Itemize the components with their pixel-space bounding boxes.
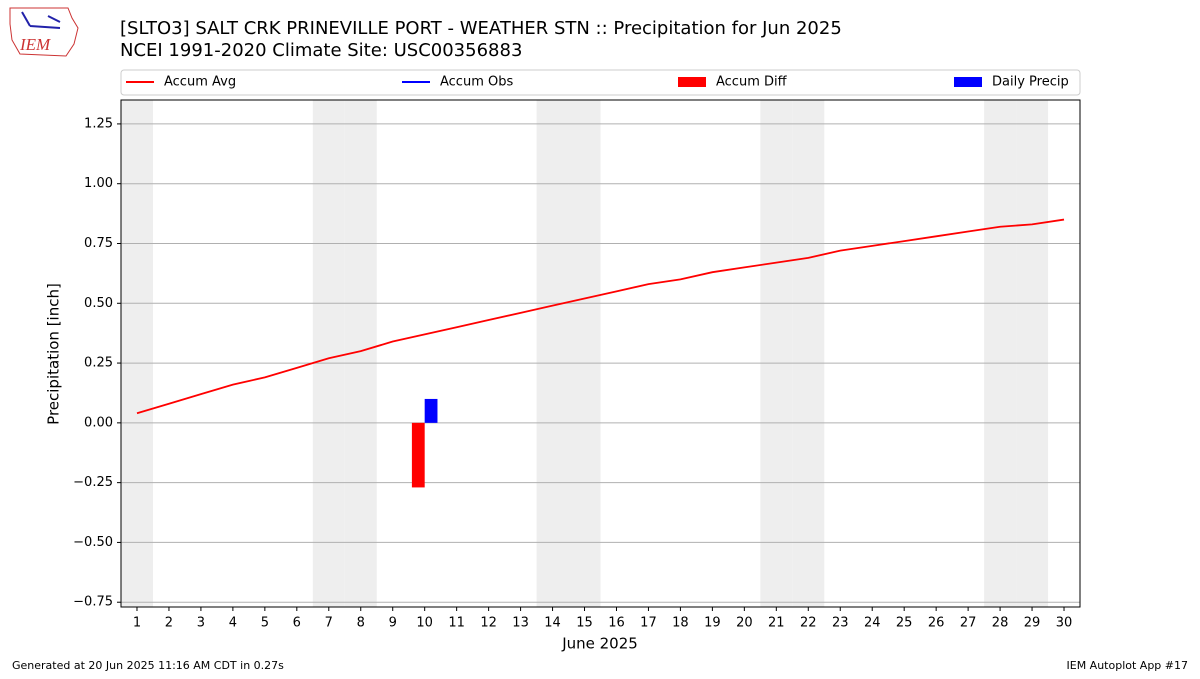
x-tick-label: 21 (768, 616, 785, 631)
weekend-shade (1016, 100, 1049, 607)
logo-glyph (21, 11, 61, 29)
chart-subtitle: NCEI 1991-2020 Climate Site: USC00356883 (120, 40, 522, 61)
bar (424, 398, 438, 423)
y-tick-label: 0.00 (84, 415, 113, 430)
weekend-shade (792, 100, 825, 607)
x-tick-label: 14 (544, 616, 561, 631)
plot-frame (120, 99, 1081, 608)
legend-swatch (678, 77, 706, 87)
x-tick-label: 5 (261, 616, 269, 631)
x-tick-label: 25 (896, 616, 913, 631)
x-tick-label: 15 (576, 616, 593, 631)
weekend-shade (312, 100, 345, 607)
y-axis-label: Precipitation [inch] (45, 283, 63, 425)
x-tick-label: 1 (133, 616, 141, 631)
footer-right: IEM Autoplot App #17 (1067, 659, 1189, 672)
bar (411, 422, 425, 488)
y-tick-label: −0.50 (73, 535, 113, 550)
x-tick-label: 10 (416, 616, 433, 631)
x-tick-label: 6 (293, 616, 301, 631)
x-tick-label: 19 (704, 616, 721, 631)
legend-label: Accum Avg (164, 75, 236, 90)
weekend-shade (984, 100, 1017, 607)
x-tick-label: 8 (357, 616, 365, 631)
y-tick-label: −0.75 (73, 595, 113, 610)
legend-label: Accum Diff (716, 75, 788, 90)
weekend-shade (121, 100, 153, 607)
series-line (136, 218, 1065, 415)
x-tick-label: 2 (165, 616, 173, 631)
legend-box (120, 69, 1081, 96)
x-tick-label: 7 (325, 616, 333, 631)
footer-left: Generated at 20 Jun 2025 11:16 AM CDT in… (12, 659, 284, 672)
y-tick-label: 0.25 (84, 356, 113, 371)
y-tick-label: 0.50 (84, 296, 113, 311)
logo-text: IEM (19, 35, 51, 54)
x-tick-label: 28 (992, 616, 1009, 631)
x-axis-label: June 2025 (561, 635, 638, 653)
x-tick-label: 26 (928, 616, 945, 631)
x-tick-label: 11 (448, 616, 465, 631)
x-tick-label: 22 (800, 616, 817, 631)
x-tick-label: 23 (832, 616, 849, 631)
x-tick-label: 30 (1056, 616, 1073, 631)
x-tick-label: 29 (1024, 616, 1041, 631)
x-tick-label: 4 (229, 616, 237, 631)
legend-label: Accum Obs (440, 75, 513, 90)
weekend-shade (568, 100, 601, 607)
x-tick-label: 9 (389, 616, 397, 631)
x-tick-label: 17 (640, 616, 657, 631)
chart-title: [SLTO3] SALT CRK PRINEVILLE PORT - WEATH… (120, 18, 842, 39)
y-tick-label: 1.25 (84, 116, 113, 131)
weekend-shade (760, 100, 793, 607)
x-tick-label: 20 (736, 616, 753, 631)
legend-label: Daily Precip (992, 75, 1069, 90)
x-tick-label: 13 (512, 616, 529, 631)
legend-swatch (954, 77, 982, 87)
y-tick-label: 1.00 (84, 176, 113, 191)
x-tick-label: 18 (672, 616, 689, 631)
logo: IEM (9, 7, 79, 57)
x-tick-label: 24 (864, 616, 881, 631)
x-tick-label: 3 (197, 616, 205, 631)
x-tick-label: 27 (960, 616, 977, 631)
y-tick-label: −0.25 (73, 475, 113, 490)
x-tick-label: 12 (480, 616, 497, 631)
y-tick-label: 0.75 (84, 236, 113, 251)
weekend-shade (536, 100, 569, 607)
x-tick-label: 16 (608, 616, 625, 631)
